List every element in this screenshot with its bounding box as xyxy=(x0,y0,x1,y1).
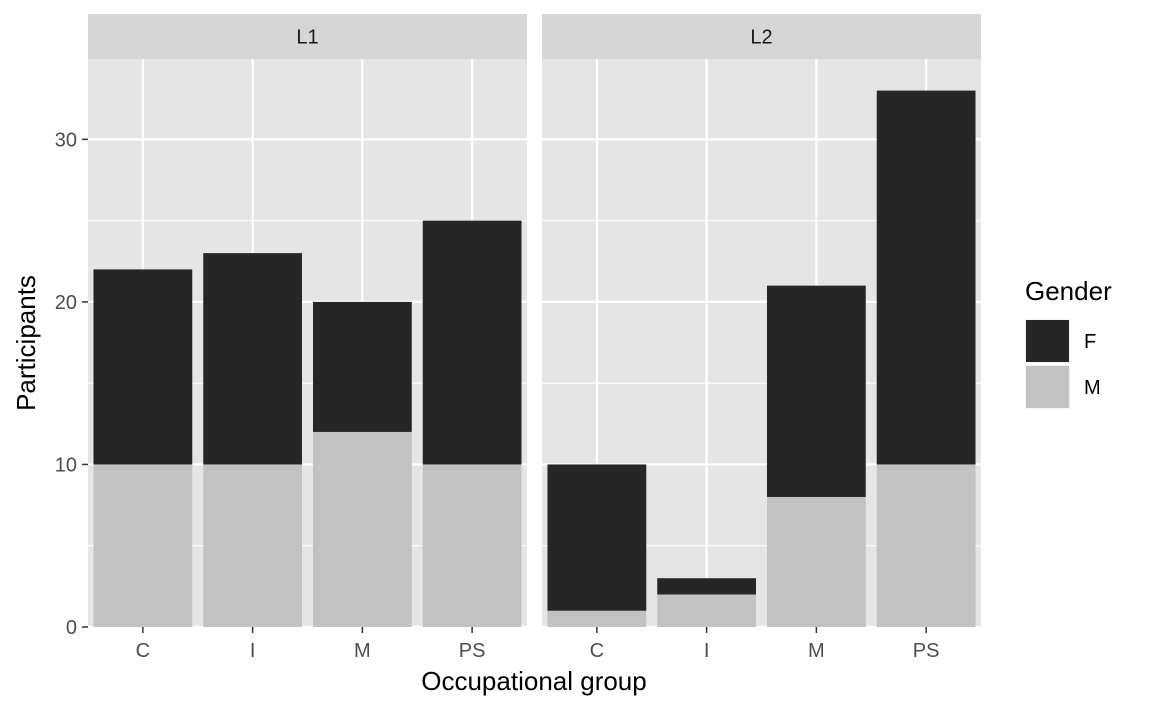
legend-swatch-f xyxy=(1026,320,1069,362)
legend-label-m: M xyxy=(1084,377,1101,399)
bar-l2-c-m xyxy=(547,610,647,627)
bar-l1-ps-f xyxy=(422,220,522,465)
legend-swatch-m xyxy=(1026,366,1069,408)
y-tick-label: 0 xyxy=(66,617,77,639)
y-tick-label: 20 xyxy=(55,292,77,314)
panel-l2 xyxy=(542,57,981,629)
y-axis-title: Participants xyxy=(11,275,41,411)
bar-l1-m-m xyxy=(312,431,412,627)
facet-strip-l2: L2 xyxy=(542,14,981,59)
x-tick-label: PS xyxy=(459,640,486,662)
legend-title: Gender xyxy=(1025,276,1112,306)
bar-l1-ps-m xyxy=(422,464,522,627)
facet-strip-label: L1 xyxy=(296,27,318,49)
bar-l2-m-f xyxy=(766,285,866,497)
x-tick-label: C xyxy=(136,640,150,662)
x-tick-label: M xyxy=(808,640,825,662)
bar-l1-i-m xyxy=(203,464,303,627)
bar-l2-ps-f xyxy=(876,90,976,465)
bar-l2-m-m xyxy=(766,496,866,627)
bar-l2-i-f xyxy=(657,578,757,595)
facet-strip-background xyxy=(88,14,527,59)
facet-strip-l1: L1 xyxy=(88,14,527,59)
facet-strip-label: L2 xyxy=(750,27,772,49)
facet-strips-layer: L1 L2 xyxy=(88,14,981,59)
panel-l1 xyxy=(88,57,527,629)
x-tick-label: I xyxy=(704,640,710,662)
legend-label-f: F xyxy=(1084,331,1096,353)
bar-l2-i-m xyxy=(657,594,757,627)
x-tick-label: PS xyxy=(913,640,940,662)
panels-layer xyxy=(88,57,981,629)
x-axis-title: Occupational group xyxy=(421,666,646,696)
x-tick-label: C xyxy=(590,640,604,662)
y-axis: 0 10 20 30 xyxy=(55,129,88,639)
x-tick-label: I xyxy=(250,640,256,662)
bar-l2-c-f xyxy=(547,464,647,611)
x-axis: C I M PS C I M PS xyxy=(136,627,940,662)
bar-l1-c-f xyxy=(93,269,193,465)
bar-l2-ps-m xyxy=(876,464,976,627)
x-tick-label: M xyxy=(354,640,371,662)
facet-strip-background xyxy=(542,14,981,59)
y-tick-label: 10 xyxy=(55,454,77,476)
bar-l1-c-m xyxy=(93,464,193,627)
y-tick-label: 30 xyxy=(55,129,77,151)
legend: Gender F M xyxy=(1025,276,1112,409)
bar-l1-m-f xyxy=(312,301,412,432)
bar-l1-i-f xyxy=(203,253,303,465)
